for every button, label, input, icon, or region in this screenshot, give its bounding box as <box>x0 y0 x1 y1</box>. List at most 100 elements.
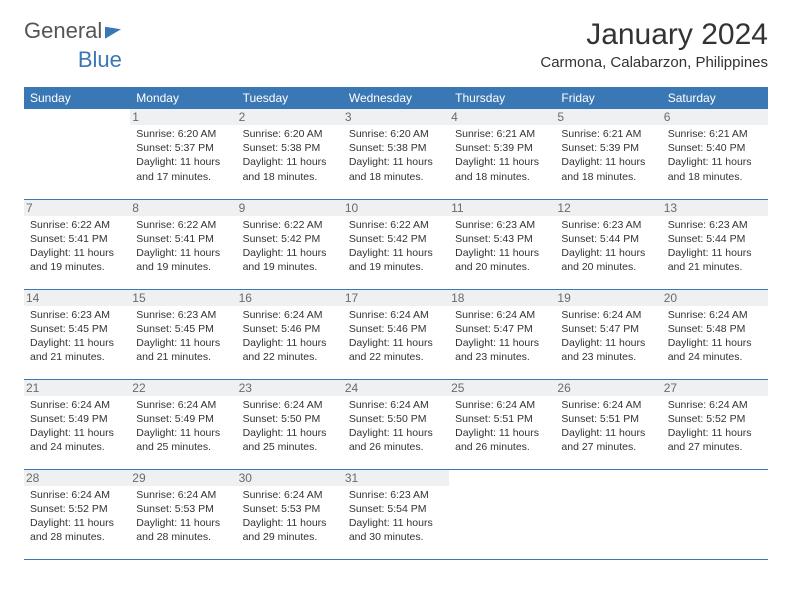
calendar-day-cell: 15 Sunrise: 6:23 AMSunset: 5:45 PMDayligh… <box>130 289 236 379</box>
calendar-table: SundayMondayTuesdayWednesdayThursdayFrid… <box>24 87 768 560</box>
day-details: Sunrise: 6:24 AMSunset: 5:50 PMDaylight:… <box>243 398 337 455</box>
calendar-day-cell: . <box>555 469 661 559</box>
calendar-day-cell: 31Sunrise: 6:23 AMSunset: 5:54 PMDayligh… <box>343 469 449 559</box>
day-details: Sunrise: 6:24 AMSunset: 5:49 PMDaylight:… <box>30 398 124 455</box>
calendar-day-cell: 27 Sunrise: 6:24 AMSunset: 5:52 PMDayligh… <box>662 379 768 469</box>
day-number: 8 <box>130 200 236 216</box>
calendar-day-cell: 30 Sunrise: 6:24 AMSunset: 5:53 PMDayligh… <box>237 469 343 559</box>
calendar-day-cell: 23 Sunrise: 6:24 AMSunset: 5:50 PMDayligh… <box>237 379 343 469</box>
day-number: 26 <box>555 380 661 396</box>
day-number: 30 <box>237 470 343 486</box>
calendar-day-cell: 29 Sunrise: 6:24 AMSunset: 5:53 PMDayligh… <box>130 469 236 559</box>
day-number: 9 <box>237 200 343 216</box>
day-details: Sunrise: 6:21 AMSunset: 5:40 PMDaylight:… <box>668 127 762 184</box>
day-details: Sunrise: 6:23 AMSunset: 5:44 PMDaylight:… <box>668 218 762 275</box>
brand-part1: General <box>24 18 102 44</box>
day-details: Sunrise: 6:24 AMSunset: 5:52 PMDaylight:… <box>668 398 762 455</box>
calendar-day-cell: 24Sunrise: 6:24 AMSunset: 5:50 PMDayligh… <box>343 379 449 469</box>
day-number: 25 <box>449 380 555 396</box>
weekday-header: Friday <box>555 87 661 109</box>
weekday-header: Saturday <box>662 87 768 109</box>
weekday-header: Sunday <box>24 87 130 109</box>
day-number: 14 <box>24 290 130 306</box>
day-number: 7 <box>24 200 130 216</box>
day-number: 24 <box>343 380 449 396</box>
calendar-week-row: 21 Sunrise: 6:24 AMSunset: 5:49 PMDayligh… <box>24 379 768 469</box>
day-details: Sunrise: 6:24 AMSunset: 5:53 PMDaylight:… <box>136 488 230 545</box>
calendar-body: .1Sunrise: 6:20 AMSunset: 5:37 PMDayligh… <box>24 109 768 559</box>
calendar-day-cell: 26 Sunrise: 6:24 AMSunset: 5:51 PMDayligh… <box>555 379 661 469</box>
brand-part2: Blue <box>78 47 122 73</box>
calendar-day-cell: . <box>449 469 555 559</box>
day-details: Sunrise: 6:21 AMSunset: 5:39 PMDaylight:… <box>561 127 655 184</box>
day-details: Sunrise: 6:24 AMSunset: 5:51 PMDaylight:… <box>455 398 549 455</box>
day-number: 3 <box>343 109 449 125</box>
calendar-day-cell: 21 Sunrise: 6:24 AMSunset: 5:49 PMDayligh… <box>24 379 130 469</box>
day-details: Sunrise: 6:24 AMSunset: 5:46 PMDaylight:… <box>243 308 337 365</box>
calendar-day-cell: 3 Sunrise: 6:20 AMSunset: 5:38 PMDaylight… <box>343 109 449 199</box>
day-number: 29 <box>130 470 236 486</box>
calendar-day-cell: 13 Sunrise: 6:23 AMSunset: 5:44 PMDayligh… <box>662 199 768 289</box>
day-details: Sunrise: 6:24 AMSunset: 5:46 PMDaylight:… <box>349 308 443 365</box>
day-details: Sunrise: 6:24 AMSunset: 5:53 PMDaylight:… <box>243 488 337 545</box>
day-details: Sunrise: 6:23 AMSunset: 5:44 PMDaylight:… <box>561 218 655 275</box>
day-details: Sunrise: 6:24 AMSunset: 5:48 PMDaylight:… <box>668 308 762 365</box>
day-details: Sunrise: 6:24 AMSunset: 5:47 PMDaylight:… <box>455 308 549 365</box>
day-number: 13 <box>662 200 768 216</box>
calendar-day-cell: 12Sunrise: 6:23 AMSunset: 5:44 PMDayligh… <box>555 199 661 289</box>
day-number: 22 <box>130 380 236 396</box>
calendar-day-cell: 6 Sunrise: 6:21 AMSunset: 5:40 PMDaylight… <box>662 109 768 199</box>
calendar-day-cell: . <box>24 109 130 199</box>
calendar-day-cell: 28Sunrise: 6:24 AMSunset: 5:52 PMDayligh… <box>24 469 130 559</box>
calendar-day-cell: 8 Sunrise: 6:22 AMSunset: 5:41 PMDaylight… <box>130 199 236 289</box>
day-details: Sunrise: 6:24 AMSunset: 5:47 PMDaylight:… <box>561 308 655 365</box>
day-number: 6 <box>662 109 768 125</box>
calendar-week-row: 7 Sunrise: 6:22 AMSunset: 5:41 PMDaylight… <box>24 199 768 289</box>
day-number: 21 <box>24 380 130 396</box>
calendar-day-cell: 20 Sunrise: 6:24 AMSunset: 5:48 PMDayligh… <box>662 289 768 379</box>
calendar-day-cell: . <box>662 469 768 559</box>
calendar-week-row: 28Sunrise: 6:24 AMSunset: 5:52 PMDayligh… <box>24 469 768 559</box>
weekday-header: Monday <box>130 87 236 109</box>
day-number: 19 <box>555 290 661 306</box>
day-details: Sunrise: 6:23 AMSunset: 5:45 PMDaylight:… <box>136 308 230 365</box>
calendar-day-cell: 4Sunrise: 6:21 AMSunset: 5:39 PMDaylight… <box>449 109 555 199</box>
calendar-week-row: .1 Sunrise: 6:20 AMSunset: 5:37 PMDayligh… <box>24 109 768 199</box>
calendar-day-cell: 5 Sunrise: 6:21 AMSunset: 5:39 PMDaylight… <box>555 109 661 199</box>
calendar-head: SundayMondayTuesdayWednesdayThursdayFrid… <box>24 87 768 109</box>
calendar-day-cell: 1 Sunrise: 6:20 AMSunset: 5:37 PMDaylight… <box>130 109 236 199</box>
day-number: 15 <box>130 290 236 306</box>
day-details: Sunrise: 6:20 AMSunset: 5:37 PMDaylight:… <box>136 127 230 184</box>
day-details: Sunrise: 6:24 AMSunset: 5:49 PMDaylight:… <box>136 398 230 455</box>
calendar-day-cell: 10 Sunrise: 6:22 AMSunset: 5:42 PMDayligh… <box>343 199 449 289</box>
day-number: 1 <box>130 109 236 125</box>
day-number: 23 <box>237 380 343 396</box>
day-number: 17 <box>343 290 449 306</box>
day-details: Sunrise: 6:20 AMSunset: 5:38 PMDaylight:… <box>349 127 443 184</box>
day-number: 2 <box>237 109 343 125</box>
brand-logo: General <box>24 18 121 44</box>
calendar-day-cell: 7 Sunrise: 6:22 AMSunset: 5:41 PMDaylight… <box>24 199 130 289</box>
day-number: 5 <box>555 109 661 125</box>
day-details: Sunrise: 6:22 AMSunset: 5:41 PMDaylight:… <box>136 218 230 275</box>
calendar-day-cell: 16 Sunrise: 6:24 AMSunset: 5:46 PMDayligh… <box>237 289 343 379</box>
day-details: Sunrise: 6:22 AMSunset: 5:42 PMDaylight:… <box>349 218 443 275</box>
day-number: 11 <box>449 200 555 216</box>
day-number: 16 <box>237 290 343 306</box>
day-number: 31 <box>343 470 449 486</box>
day-details: Sunrise: 6:23 AMSunset: 5:43 PMDaylight:… <box>455 218 549 275</box>
day-details: Sunrise: 6:23 AMSunset: 5:45 PMDaylight:… <box>30 308 124 365</box>
day-number: 10 <box>343 200 449 216</box>
weekday-header: Thursday <box>449 87 555 109</box>
month-title: January 2024 <box>540 18 768 52</box>
day-number: 20 <box>662 290 768 306</box>
calendar-day-cell: 22 Sunrise: 6:24 AMSunset: 5:49 PMDayligh… <box>130 379 236 469</box>
day-number: 27 <box>662 380 768 396</box>
day-details: Sunrise: 6:22 AMSunset: 5:41 PMDaylight:… <box>30 218 124 275</box>
day-details: Sunrise: 6:20 AMSunset: 5:38 PMDaylight:… <box>243 127 337 184</box>
calendar-day-cell: 25 Sunrise: 6:24 AMSunset: 5:51 PMDayligh… <box>449 379 555 469</box>
day-details: Sunrise: 6:24 AMSunset: 5:51 PMDaylight:… <box>561 398 655 455</box>
location-text: Carmona, Calabarzon, Philippines <box>540 54 768 71</box>
weekday-header: Wednesday <box>343 87 449 109</box>
calendar-day-cell: 9Sunrise: 6:22 AMSunset: 5:42 PMDaylight… <box>237 199 343 289</box>
